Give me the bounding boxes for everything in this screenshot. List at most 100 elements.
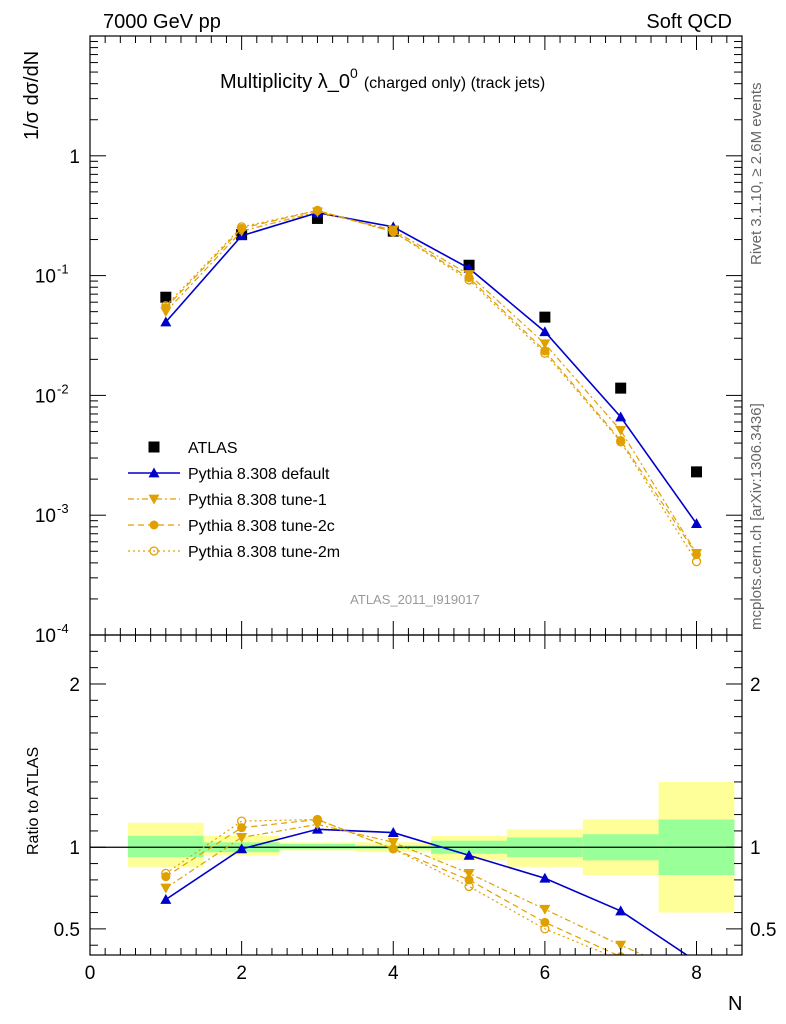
legend-marker-3 — [149, 520, 159, 530]
plot-title-sup: 0 — [350, 65, 358, 81]
x-tick-label: 8 — [691, 963, 702, 984]
x-tick-label: 6 — [540, 963, 551, 984]
ratio-series-0-line — [165, 828, 689, 955]
main-y-tick-label: 1 — [69, 147, 80, 168]
series-2-marker — [615, 426, 627, 436]
ratio-y-tick-label-left: 0.5 — [54, 920, 80, 941]
legend-label-3: Pythia 8.308 tune-2c — [188, 518, 335, 535]
main-y-tick-label: 10 — [35, 267, 56, 288]
ratio-series-1-line — [165, 823, 645, 955]
energy-label: 7000 GeV pp — [103, 11, 221, 33]
x-tick-label: 2 — [236, 963, 247, 984]
atlas-data-marker — [160, 291, 172, 303]
ratio-series-3-marker — [540, 924, 550, 934]
legend-marker-2 — [148, 494, 160, 505]
series-4-marker — [691, 556, 702, 567]
atlas-data-marker — [311, 212, 323, 224]
mcplots-reference-label: mcplots.cern.ch [arXiv:1306.3436] — [748, 403, 765, 630]
ratio-series-2-line — [165, 818, 619, 955]
ratio-y-tick-label-right: 1 — [750, 838, 761, 859]
legend-label-1: Pythia 8.308 default — [188, 466, 330, 483]
ratio-series-2-marker — [540, 917, 550, 927]
atlas-data-marker — [615, 382, 627, 394]
ratio-series-2-marker — [464, 875, 474, 885]
main-y-tick-exponent: -4 — [57, 621, 69, 636]
legend-label-0: ATLAS — [188, 440, 238, 457]
x-tick-label: 4 — [388, 963, 399, 984]
series-2-marker — [539, 339, 551, 350]
series-4-marker — [540, 348, 550, 358]
ratio-series-1-marker — [387, 837, 399, 848]
ratio-series-2-marker — [312, 814, 322, 824]
ratio-series-2-marker — [237, 823, 247, 833]
ratio-series-2-marker — [161, 872, 171, 882]
plot-title: Multiplicity λ_00 (charged only) (track j… — [220, 65, 545, 93]
ratio-series-1-marker — [463, 868, 475, 879]
main-y-tick-label: 10 — [35, 386, 56, 407]
series-3-marker — [464, 273, 474, 283]
legend-marker-0 — [148, 441, 160, 453]
ratio-y-tick-label-left: 1 — [69, 838, 80, 859]
main-y-axis-label: 1/σ dσ/dN — [21, 51, 43, 140]
atlas-data-marker — [691, 466, 703, 478]
ratio-frame — [89, 634, 743, 956]
ratio-series-1-marker — [236, 833, 248, 843]
series-3-marker — [161, 303, 171, 313]
series-4-marker — [616, 437, 626, 447]
analysis-id-label: ATLAS_2011_I919017 — [350, 592, 480, 607]
series-4-marker — [312, 205, 323, 216]
axes-group: 0 2 4 6 810-410-310-210 -110.5 0.51 12 2 — [35, 35, 776, 984]
main-y-tick-exponent: -3 — [57, 501, 69, 516]
legend-marker-1 — [148, 467, 160, 478]
legend-label-4: Pythia 8.308 tune-2m — [188, 544, 340, 561]
series-1-line — [165, 211, 698, 525]
series-1-marker — [539, 326, 551, 337]
series-3-marker — [692, 549, 702, 559]
ratio-series-3-marker — [161, 868, 171, 879]
series-4-marker — [388, 227, 398, 237]
series-4-marker — [236, 222, 247, 232]
ratio-series-1-marker — [160, 883, 172, 894]
ratio-series-3-marker — [464, 881, 474, 892]
series-3-marker — [540, 346, 550, 356]
ratio-series-3-marker — [388, 844, 398, 854]
plot-title-main: Multiplicity λ_0 — [220, 71, 350, 93]
ratio-y-tick-label-right: 0.5 — [750, 920, 776, 941]
category-label: Soft QCD — [646, 11, 732, 33]
ratio-series-0-marker — [387, 827, 399, 837]
rivet-version-label: Rivet 3.1.10, ≥ 2.6M events — [748, 83, 765, 266]
ratio-series-1-marker — [539, 904, 551, 915]
main-series-group — [160, 205, 703, 567]
series-4-marker — [464, 275, 474, 285]
ratio-band-green — [279, 843, 356, 849]
ratio-y-axis-label: Ratio to ATLAS — [25, 747, 42, 855]
main-y-tick-exponent: -1 — [57, 262, 69, 277]
ratio-series-0-marker — [539, 872, 551, 883]
main-y-tick-exponent: -2 — [57, 381, 69, 396]
ratio-series-group — [160, 814, 689, 955]
atlas-data-marker — [539, 311, 551, 323]
legend-label-2: Pythia 8.308 tune-1 — [188, 492, 327, 509]
ratio-series-0-marker — [463, 849, 475, 860]
series-1-marker — [615, 411, 627, 422]
ratio-series-3-marker — [236, 816, 247, 826]
series-4-line — [165, 209, 698, 562]
series-1-marker — [691, 518, 703, 529]
ratio-series-1-marker — [615, 940, 627, 951]
main-y-tick-label: 10 — [35, 506, 56, 527]
ratio-series-0-marker — [160, 893, 172, 904]
legend: ATLAS Pythia 8.308 default Pythia 8.308 tu… — [128, 440, 340, 561]
ratio-series-0-marker — [615, 905, 627, 916]
ratio-series-2-marker — [388, 844, 398, 854]
series-1-marker — [160, 316, 172, 327]
ratio-y-tick-label-left: 2 — [69, 675, 80, 696]
series-2-line — [165, 211, 698, 554]
ratio-series-0-marker — [236, 843, 248, 854]
ratio-series-3-line — [165, 818, 611, 955]
series-3-line — [165, 209, 698, 555]
plot-title-small: (charged only) (track jets) — [364, 75, 545, 92]
series-4-marker — [161, 301, 171, 311]
ratio-band-green — [127, 835, 204, 858]
main-y-tick-label: 10 — [35, 626, 56, 647]
